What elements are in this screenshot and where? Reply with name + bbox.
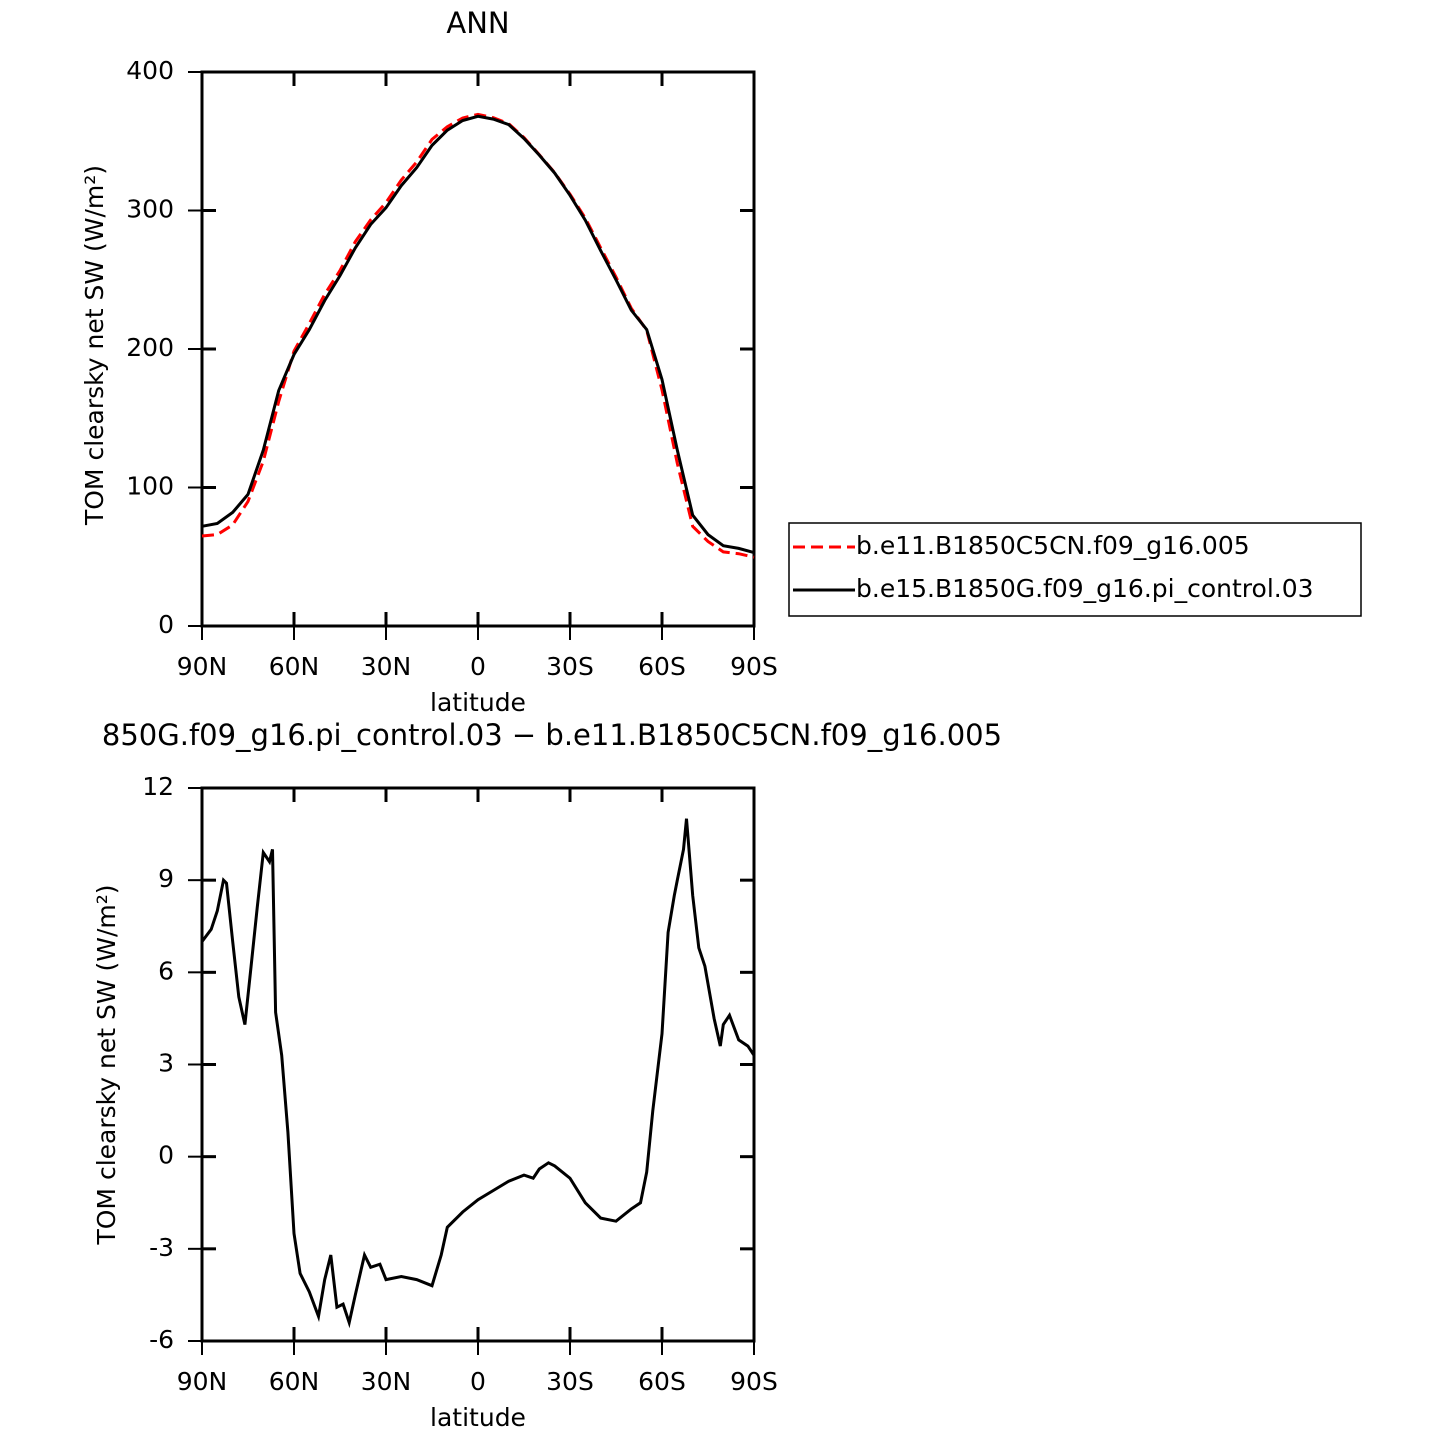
plot-frame: [200, 70, 756, 628]
x-tick-label: 60S: [638, 652, 686, 681]
data-line: [201, 112, 755, 559]
y-tick-label: 9: [158, 864, 174, 893]
y-axis-label: TOM clearsky net SW (W/m²): [80, 165, 109, 526]
chart-title: 850G.f09_g16.pi_control.03 − b.e11.B1850…: [102, 718, 1002, 752]
x-tick-label: 90N: [177, 652, 228, 681]
plot-frame: [200, 786, 756, 1343]
legend-label: b.e11.B1850C5CN.f09_g16.005: [856, 531, 1250, 560]
x-tick-label: 30N: [361, 652, 412, 681]
x-tick-label: 0: [470, 652, 486, 681]
x-axis-label: latitude: [430, 688, 526, 717]
y-tick-label: 400: [126, 56, 174, 85]
chart-title: ANN: [446, 6, 509, 40]
x-tick-label: 90S: [730, 652, 778, 681]
x-tick-label: 0: [470, 1367, 486, 1396]
x-tick-label: 30S: [546, 1367, 594, 1396]
x-tick-label: 90S: [730, 1367, 778, 1396]
x-tick-label: 30S: [546, 652, 594, 681]
y-tick-label: 3: [158, 1049, 174, 1078]
x-axis-label: latitude: [430, 1403, 526, 1432]
data-line: [200, 818, 756, 1329]
legend-label: b.e15.B1850G.f09_g16.pi_control.03: [856, 574, 1314, 603]
x-tick-label: 30N: [361, 1367, 412, 1396]
y-tick-label: 6: [158, 956, 174, 985]
y-axis-label: TOM clearsky net SW (W/m²): [92, 884, 121, 1245]
y-tick-label: -3: [149, 1233, 174, 1262]
y-tick-label: -6: [149, 1325, 174, 1354]
x-tick-label: 60N: [269, 652, 320, 681]
x-tick-label: 60N: [269, 1367, 320, 1396]
y-tick-label: 12: [142, 772, 174, 801]
data-line: [201, 114, 755, 555]
y-tick-label: 0: [158, 1141, 174, 1170]
y-tick-label: 100: [126, 472, 174, 501]
x-tick-label: 90N: [177, 1367, 228, 1396]
y-tick-label: 200: [126, 333, 174, 362]
x-tick-label: 60S: [638, 1367, 686, 1396]
y-tick-label: 0: [158, 610, 174, 639]
legend-box: [788, 522, 1362, 617]
y-tick-label: 300: [126, 195, 174, 224]
